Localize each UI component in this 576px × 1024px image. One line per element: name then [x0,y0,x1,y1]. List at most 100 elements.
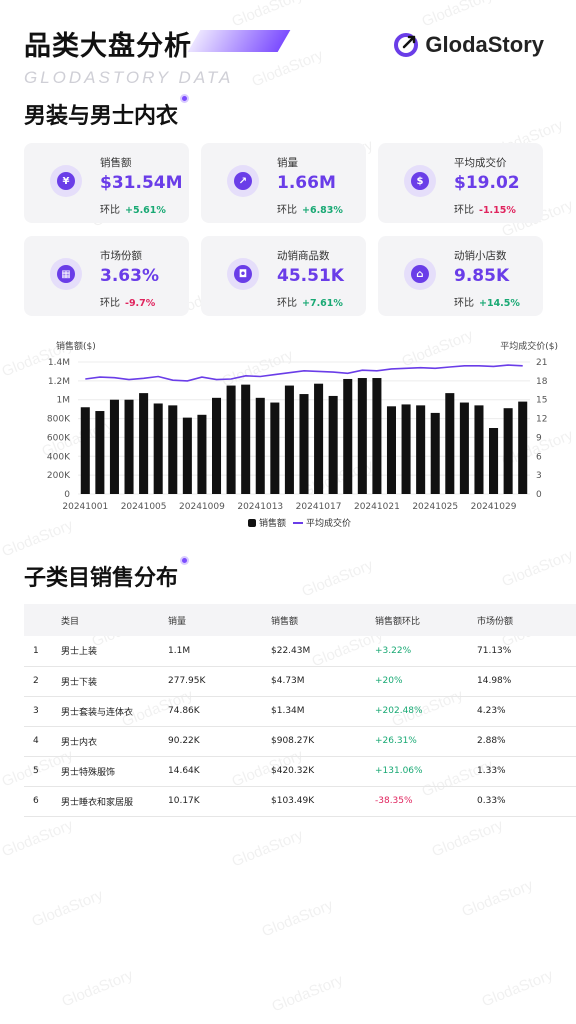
kpi-label: 销售额 [100,157,132,169]
brand: GlodaStory [393,32,544,58]
cell-sales: $4.73M [271,666,375,697]
watermark-text: GlodaStory [459,876,536,921]
kpi-change: 环比 +7.61% [277,294,343,309]
kpi-label: 动销商品数 [277,250,330,262]
watermark-text: GlodaStory [499,546,576,591]
cell-market-share: 14.98% [477,666,576,697]
cell-volume: 1.1M [168,636,271,667]
watermark-text: GlodaStory [479,966,556,1011]
bar-sales [489,428,499,494]
kpi-label: 销量 [277,157,298,169]
watermark-text: GlodaStory [269,971,346,1016]
cell-rank: 5 [24,756,61,787]
shopping-bag-icon: ◘ [227,258,259,290]
kpi-change-value: +7.61% [302,298,343,309]
grid-icon: ▦ [50,258,82,290]
kpi-card: $ 平均成交价 $19.02 环比 -1.15% [378,143,543,223]
x-tick-label: 20241017 [296,502,342,512]
kpi-card: ↗ 销量 1.66M 环比 +6.83% [201,143,366,223]
watermark-text: GlodaStory [429,816,506,861]
bar-sales [503,408,513,494]
kpi-icon-glyph: ↗ [234,172,252,190]
bar-sales [153,403,163,494]
kpi-label: 市场份额 [100,250,142,262]
kpi-grid: ¥ 销售额 $31.54M 环比 +5.61% ↗ 销量 1.66M 环比 +6.83% $ 平均成交… [24,143,543,316]
kpi-value: 45.51K [277,266,344,286]
bar-sales [328,395,338,494]
bar-sales [357,378,367,494]
legend-label-sales: 销售额 [259,517,286,529]
kpi-value: 1.66M [277,173,336,193]
kpi-change: 环比 +14.5% [454,294,520,309]
kpi-change-label: 环比 [277,298,297,309]
kpi-icon-glyph: ▦ [57,265,75,283]
table-row: 6 男士睡衣和家居服 10.17K $103.49K -38.35% 0.33% [24,786,576,817]
header-market-share: 市场份额 [477,616,514,627]
kpi-card: ¥ 销售额 $31.54M 环比 +5.61% [24,143,189,223]
cell-category: 男士睡衣和家居服 [61,786,168,817]
kpi-change: 环比 +5.61% [100,201,166,216]
cell-volume: 277.95K [168,666,271,697]
bar-sales [211,397,222,494]
cell-sales: $908.27K [271,726,375,757]
watermark-text: GlodaStory [59,966,136,1011]
trend-chart-icon: ↗ [227,165,259,197]
y-left-tick-label: 200K [47,471,71,481]
kpi-value: $31.54M [100,173,183,193]
kpi-label: 平均成交价 [454,157,507,169]
y-left-axis-label: 销售额($) [56,340,96,352]
cell-sales: $103.49K [271,786,375,817]
x-tick-label: 20241009 [179,502,225,512]
kpi-card: ▦ 市场份额 3.63% 环比 -9.7% [24,236,189,316]
cell-rank: 4 [24,726,61,757]
cell-sales: $420.32K [271,756,375,787]
y-right-tick-label: 6 [536,452,542,462]
cell-volume: 90.22K [168,726,271,757]
cell-volume: 10.17K [168,786,271,817]
table-row: 4 男士内衣 90.22K $908.27K +26.31% 2.88% [24,726,576,757]
kpi-label: 动销小店数 [454,250,507,262]
cell-market-share: 2.88% [477,726,576,757]
brand-logo-icon [394,33,419,57]
subcategory-title: 子类目销售分布 [24,556,190,592]
section-dot-icon [180,556,190,565]
header-sales-change: 销售额环比 [375,616,421,627]
header-volume: 销量 [168,616,187,627]
cell-rank: 6 [24,786,61,817]
watermark-text: GlodaStory [259,896,336,941]
kpi-value: $19.02 [454,173,520,193]
subcategory-table: 类目 销量 销售额 销售额环比 市场份额 1 男士上装 1.1M $22.43M +3.… [24,604,576,817]
bar-sales [284,385,294,494]
cell-sales-change: +202.48% [375,696,477,727]
kpi-change-label: 环比 [100,205,120,216]
kpi-change-label: 环比 [454,205,474,216]
cell-rank: 2 [24,666,61,697]
header-category: 类目 [61,616,80,627]
bar-sales [124,399,134,494]
y-right-tick-label: 3 [536,471,542,481]
watermark-text: GlodaStory [29,886,106,931]
kpi-value: 9.85K [454,266,510,286]
kpi-change-label: 环比 [454,298,474,309]
bar-sales [343,378,353,494]
bar-sales [401,404,411,494]
kpi-change-value: -9.7% [125,298,156,309]
table-row: 3 男士套装与连体衣 74.86K $1.34M +202.48% 4.23% [24,696,576,727]
bar-sales [430,412,440,494]
table-row: 2 男士下装 277.95K $4.73M +20% 14.98% [24,666,576,697]
x-tick-label: 20241025 [412,502,458,512]
cell-market-share: 0.33% [477,786,576,817]
kpi-icon-glyph: $ [411,172,429,190]
category-title: 男装与男士内衣 [24,94,190,130]
title-accent-shape [187,30,291,52]
bar-sales [197,414,207,494]
legend-swatch-sales [248,519,256,527]
money-bag-icon: ¥ [50,165,82,197]
cell-category: 男士特殊服饰 [61,756,168,787]
header-rank [24,604,61,636]
cell-category: 男士上装 [61,636,168,667]
kpi-icon-glyph: ◘ [234,265,252,283]
y-left-tick-label: 0 [64,490,70,500]
kpi-value: 3.63% [100,266,159,286]
cell-category: 男士套装与连体衣 [61,696,168,727]
